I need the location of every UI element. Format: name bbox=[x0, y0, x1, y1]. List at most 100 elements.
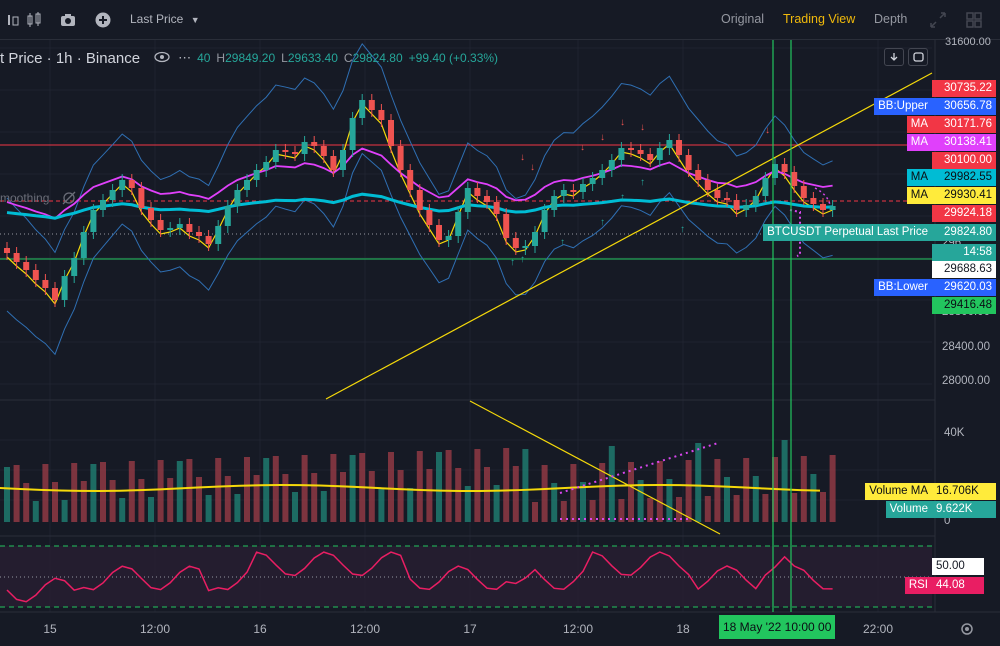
candle-body bbox=[724, 198, 730, 200]
candle-body bbox=[704, 180, 711, 190]
price-type-select[interactable]: Last Price ▼ bbox=[130, 12, 200, 26]
candle-body bbox=[186, 224, 193, 232]
volume-bar bbox=[234, 494, 241, 522]
time-tick: 17 bbox=[463, 622, 477, 636]
volume-bar bbox=[368, 471, 375, 522]
volume-bar bbox=[724, 477, 730, 522]
chevron-down-icon: ▼ bbox=[190, 15, 200, 25]
volume-bar bbox=[263, 458, 270, 522]
sell-arrow-icon: ↓ bbox=[620, 117, 625, 128]
view-original-tab[interactable]: Original bbox=[721, 12, 765, 26]
candle-body bbox=[541, 210, 548, 232]
high-label: H bbox=[216, 51, 226, 65]
candle-body bbox=[493, 202, 500, 214]
gear-icon bbox=[961, 623, 973, 635]
candle-body bbox=[685, 155, 692, 170]
fullscreen-icon[interactable] bbox=[908, 48, 928, 66]
candle-body bbox=[426, 210, 433, 225]
candle-body bbox=[378, 110, 385, 120]
grid-icon[interactable] bbox=[964, 10, 984, 30]
expand-icon[interactable] bbox=[928, 10, 948, 30]
more-icon[interactable]: ⋯ bbox=[178, 50, 192, 65]
view-depth-tab[interactable]: Depth bbox=[874, 12, 908, 26]
candle-body bbox=[772, 164, 778, 178]
volume-bar bbox=[580, 482, 586, 522]
candle-body bbox=[628, 148, 634, 150]
rsi-tag-value: 50.00 bbox=[932, 558, 984, 575]
candle-body bbox=[695, 170, 702, 180]
candle-body bbox=[676, 140, 682, 155]
volume-bar bbox=[800, 456, 807, 522]
price-tag-label: BB:Lower bbox=[874, 279, 932, 296]
price-chart[interactable]: ↓ ↓ ↓ ↓ ↓ ↓ ↓ ↑ ↑ ↑ ↑ ↑ ↑ ↑ bbox=[0, 40, 1000, 646]
price-tag-label: MA bbox=[906, 116, 932, 133]
volume-bar bbox=[42, 464, 49, 522]
candle-body bbox=[90, 210, 97, 232]
candle-body bbox=[416, 190, 423, 210]
volume-bar bbox=[90, 464, 97, 522]
candle-body bbox=[244, 180, 250, 190]
price-tag-value: 30735.22 bbox=[932, 80, 996, 97]
candle-body bbox=[733, 200, 740, 210]
volume-bar bbox=[743, 458, 750, 522]
price-tag-value: 29620.03 bbox=[932, 279, 996, 296]
sell-arrow-icon: ↓ bbox=[640, 122, 645, 133]
volume-bar bbox=[560, 501, 567, 522]
volume-bar bbox=[493, 485, 500, 522]
bar-chart-icon[interactable] bbox=[24, 10, 44, 30]
volume-bar bbox=[4, 467, 10, 522]
magenta-drawing bbox=[814, 187, 831, 206]
volume-bar bbox=[685, 460, 692, 522]
low-label: L bbox=[281, 51, 288, 65]
signal-markers: ↓ ↓ ↓ ↓ ↓ ↓ ↓ ↑ ↑ ↑ ↑ ↑ ↑ ↑ bbox=[510, 117, 770, 268]
candle-body bbox=[109, 190, 116, 200]
plus-circle-icon[interactable] bbox=[93, 10, 113, 30]
candle-body bbox=[148, 208, 154, 220]
candle-body bbox=[359, 100, 366, 118]
volume-bar bbox=[608, 446, 615, 522]
volume-bar bbox=[388, 452, 394, 522]
candle-body bbox=[503, 214, 510, 238]
candle-body bbox=[253, 170, 260, 180]
candle-body bbox=[666, 140, 673, 148]
camera-icon[interactable] bbox=[58, 10, 78, 30]
volume-bar bbox=[551, 483, 558, 522]
candle-body bbox=[580, 184, 586, 192]
volume-bar bbox=[666, 479, 673, 522]
candle-body bbox=[608, 160, 615, 170]
candle-body bbox=[532, 232, 538, 246]
buy-arrow-icon: ↑ bbox=[600, 217, 605, 228]
buy-arrow-icon: ↑ bbox=[640, 177, 645, 188]
candles-icon[interactable] bbox=[3, 10, 23, 30]
volume-bar bbox=[589, 500, 596, 522]
volume-bar bbox=[599, 463, 606, 522]
candle-body bbox=[599, 170, 606, 178]
candle-body bbox=[71, 258, 78, 276]
buy-arrow-icon: ↑ bbox=[560, 237, 565, 248]
volume-bar bbox=[196, 477, 202, 522]
candle-body bbox=[714, 190, 721, 198]
candle-body bbox=[52, 288, 58, 300]
view-trading-view-tab[interactable]: Trading View bbox=[783, 12, 856, 26]
arrow-down-icon[interactable] bbox=[884, 48, 904, 66]
volume-bar bbox=[224, 476, 231, 522]
volume-tag-value: 9.622K bbox=[932, 501, 996, 518]
symbol-title[interactable]: t Price · 1h · Binance bbox=[0, 49, 141, 67]
price-tag-value: 30138.41 bbox=[932, 134, 996, 151]
volume-bar bbox=[445, 450, 452, 522]
sell-arrow-icon: ↓ bbox=[600, 132, 605, 143]
volume-bar bbox=[244, 457, 250, 522]
volume-bar bbox=[628, 462, 634, 522]
volume-bar bbox=[532, 502, 538, 522]
change-value: +99.40 (+0.33%) bbox=[408, 51, 499, 65]
candle-body bbox=[4, 248, 10, 253]
candle-body bbox=[157, 220, 164, 230]
volume-bar bbox=[128, 461, 135, 522]
eye-icon[interactable] bbox=[154, 51, 170, 66]
candle-body bbox=[330, 156, 337, 170]
high-value: 29849.20 bbox=[225, 51, 276, 65]
candle-body bbox=[32, 270, 39, 280]
volume-bar bbox=[647, 498, 654, 522]
volume-bar bbox=[714, 459, 721, 522]
candle-body bbox=[474, 188, 481, 196]
